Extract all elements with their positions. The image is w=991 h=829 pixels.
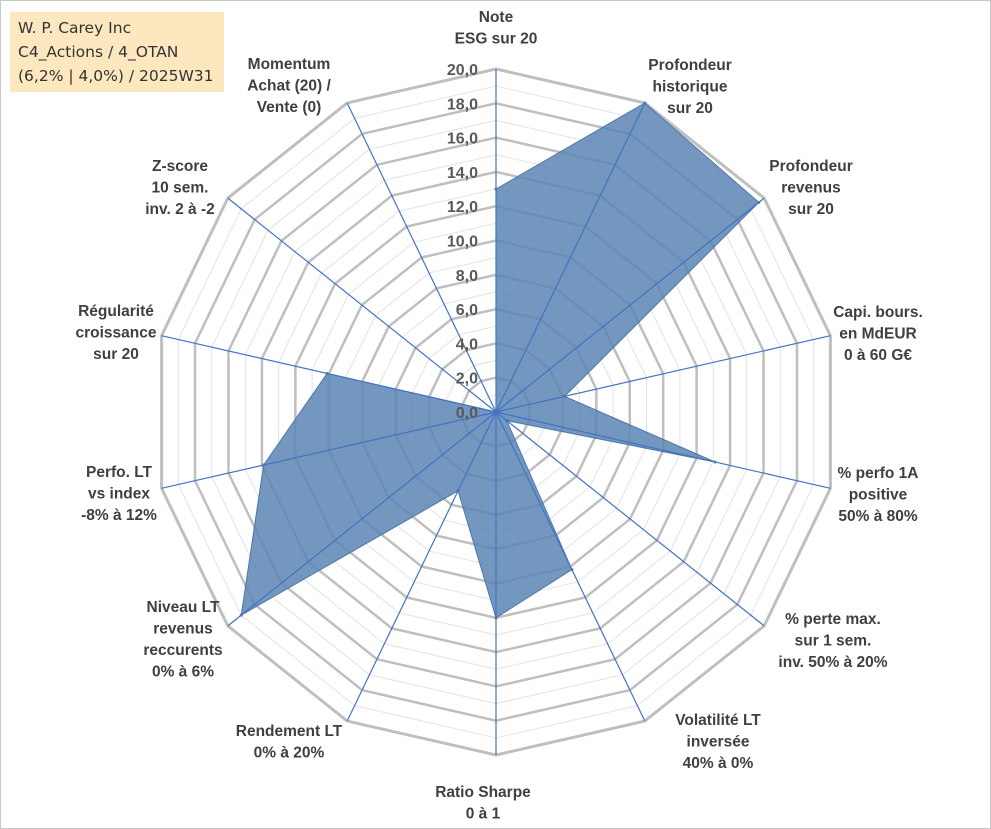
tick-label: 4,0 xyxy=(456,336,478,353)
axis-label: Perfo. LT vs index -8% à 12% xyxy=(81,464,157,524)
company-name: W. P. Carey Inc xyxy=(18,19,132,37)
axis-spoke xyxy=(495,411,646,722)
axis-spoke xyxy=(495,335,831,413)
axis-label: Z-score 10 sem. inv. 2 à -2 xyxy=(145,158,215,218)
data-point xyxy=(505,419,509,423)
data-point xyxy=(456,489,460,493)
tick-label: 6,0 xyxy=(456,302,478,319)
data-point xyxy=(713,460,717,464)
data-point xyxy=(494,616,498,620)
axis-label: Capi. bours. en MdEUR 0 à 60 G€ xyxy=(833,304,923,364)
axis-spoke xyxy=(495,102,646,413)
axis-spoke xyxy=(346,102,497,413)
axis-label: Rendement LT 0% à 20% xyxy=(236,723,343,762)
axis-spoke xyxy=(161,411,497,489)
data-point xyxy=(325,371,329,375)
data-point xyxy=(563,394,567,398)
axis-label: Momentum Achat (20) / Vente (0) xyxy=(247,56,331,116)
tick-label: 16,0 xyxy=(447,131,478,148)
data-point xyxy=(494,410,498,414)
series-area xyxy=(240,102,760,619)
axis-label: % perte max. sur 1 sem. inv. 50% à 20% xyxy=(778,611,887,671)
axis-label: % perfo 1A positive 50% à 80% xyxy=(838,465,919,525)
axis-label: Profondeur revenus sur 20 xyxy=(769,158,853,218)
axis-spoke xyxy=(227,197,497,413)
period-label: (6,2% | 4,0%) / 2025W31 xyxy=(18,67,214,85)
axis-spoke xyxy=(495,197,765,413)
axis-label: Régularité croissance sur 20 xyxy=(76,303,157,363)
axis-spoke xyxy=(495,411,831,489)
tick-label: 8,0 xyxy=(456,268,478,285)
axis-label: Note ESG sur 20 xyxy=(455,9,538,48)
data-point xyxy=(570,568,574,572)
data-point xyxy=(494,187,498,191)
data-point xyxy=(262,463,266,467)
tick-label: 2,0 xyxy=(456,371,478,388)
axis-label: Profondeur historique sur 20 xyxy=(648,57,732,117)
axis-label: Niveau LT revenus reccurents 0% à 6% xyxy=(143,599,222,681)
axis-spoke xyxy=(495,411,765,627)
data-point xyxy=(239,613,243,617)
axis-label: Ratio Sharpe 0 à 1 xyxy=(435,784,531,823)
data-point xyxy=(643,101,647,105)
tick-label: 14,0 xyxy=(447,165,478,182)
data-point xyxy=(757,200,761,204)
tick-label: 0,0 xyxy=(456,405,478,422)
axis-label: Volatilité LT inversée 40% à 0% xyxy=(675,712,761,772)
axis-spoke xyxy=(227,411,497,627)
category-label: C4_Actions / 4_OTAN xyxy=(18,43,179,61)
axis-spoke xyxy=(346,411,497,722)
tick-label: 12,0 xyxy=(447,199,478,216)
tick-label: 18,0 xyxy=(447,96,478,113)
chart-info-box: W. P. Carey Inc C4_Actions / 4_OTAN (6,2… xyxy=(10,12,224,92)
tick-label: 10,0 xyxy=(447,234,478,251)
tick-label: 20,0 xyxy=(447,62,478,79)
axis-spoke xyxy=(161,335,497,413)
